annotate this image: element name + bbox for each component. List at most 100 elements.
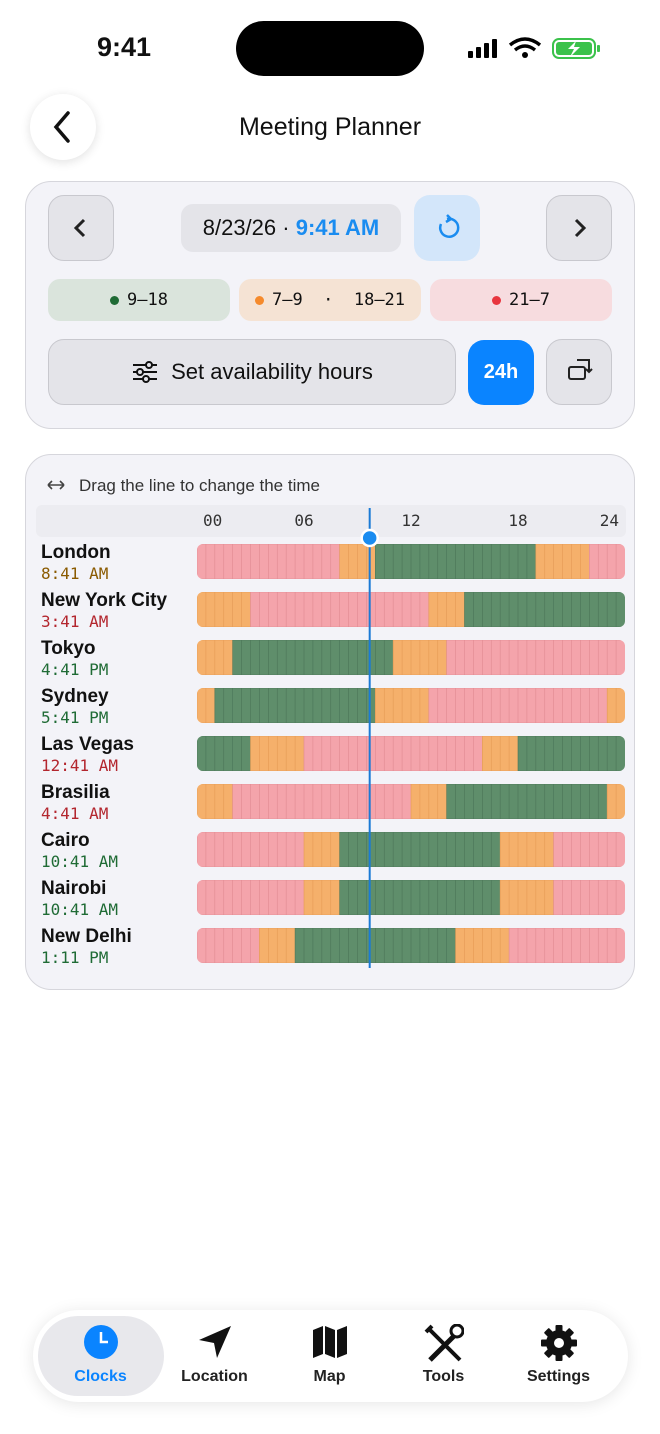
hour-cell <box>517 928 528 963</box>
hour-cell <box>330 784 341 819</box>
hour-cell <box>241 784 252 819</box>
hour-cell <box>410 832 421 867</box>
hour-cell <box>366 928 376 963</box>
hour-cell <box>357 640 368 675</box>
tab-label: Tools <box>422 1368 465 1385</box>
hour-cell <box>535 640 546 675</box>
hour-cell <box>268 784 278 819</box>
prev-icon <box>73 218 86 238</box>
hour-cell <box>330 688 341 723</box>
hour-cell <box>606 688 617 723</box>
hour-cell <box>259 640 269 675</box>
hour-cell <box>482 688 492 723</box>
hour-cell <box>223 688 234 723</box>
hour-cell <box>285 592 296 627</box>
hour-cell <box>455 880 466 915</box>
hour-cell <box>241 832 252 867</box>
city-time: 4:41 AM <box>41 804 108 823</box>
legend-dot <box>110 295 120 305</box>
hour-cell <box>276 928 287 963</box>
hour-cell <box>589 736 599 771</box>
hour-cell <box>535 880 546 915</box>
hour-cell <box>499 784 510 819</box>
hour-cell <box>562 640 573 675</box>
tab-settings[interactable]: Settings <box>501 1318 616 1396</box>
hour-cell <box>232 928 243 963</box>
hour-cell <box>553 640 564 675</box>
availability-button[interactable]: Set availability hours <box>48 339 456 405</box>
hour-cell <box>562 688 573 723</box>
reset-button[interactable] <box>414 195 480 261</box>
hour-cell <box>401 832 412 867</box>
hour-cell <box>348 544 359 579</box>
tab-map[interactable]: Map <box>272 1318 387 1396</box>
city-name: Tokyo <box>41 638 96 659</box>
legend-off: 21–7 <box>430 279 612 321</box>
hour-cell <box>580 784 590 819</box>
hour-cell <box>499 880 510 915</box>
axis-label: 06 <box>294 511 313 530</box>
hour-cell <box>303 688 314 723</box>
hour-cell <box>606 832 617 867</box>
hour-cell <box>223 928 234 963</box>
hour-cell <box>419 544 430 579</box>
hour-cell <box>455 688 466 723</box>
hour-cell <box>321 544 332 579</box>
hour-cell <box>473 640 483 675</box>
hour-cell <box>597 880 608 915</box>
hour-cell <box>437 832 448 867</box>
hour-cell <box>312 880 323 915</box>
timeline-hint: Drag the line to change the time <box>79 476 320 495</box>
hour-cell <box>392 688 403 723</box>
axis-band <box>36 505 626 537</box>
tab-tools[interactable]: Tools <box>386 1318 501 1396</box>
hour-cell <box>535 928 546 963</box>
hour-cell <box>589 928 599 963</box>
hour-cell <box>544 832 555 867</box>
hour-cell <box>597 736 608 771</box>
hour-cell <box>366 832 376 867</box>
date-time-display[interactable]: 8/23/26 · 9:41 AM <box>181 204 401 252</box>
axis-label: 12 <box>401 511 420 530</box>
legend-work: 9–18 <box>48 279 230 321</box>
hour-cell <box>348 640 359 675</box>
hour-cell <box>392 784 403 819</box>
hour-cell <box>464 784 475 819</box>
hour-bar <box>197 688 625 723</box>
hour-cell <box>268 688 278 723</box>
hour-cell <box>490 592 501 627</box>
hour-cell <box>526 784 537 819</box>
hour-cell <box>464 880 475 915</box>
hour-cell <box>197 832 207 867</box>
hour-cell <box>606 544 617 579</box>
hour-cell <box>312 640 323 675</box>
hour-cell <box>276 736 287 771</box>
city-name: London <box>41 542 111 563</box>
hour-cell <box>589 592 599 627</box>
rotate-button[interactable] <box>546 339 612 405</box>
city-time: 10:41 AM <box>41 900 118 919</box>
hour-cell <box>437 592 448 627</box>
hour-cell <box>553 544 564 579</box>
hour-cell <box>401 640 412 675</box>
hour-cell <box>276 640 287 675</box>
hour-cell <box>455 736 466 771</box>
hour-cell <box>312 928 323 963</box>
next-button[interactable] <box>546 195 612 261</box>
tab-location[interactable]: Location <box>157 1318 272 1396</box>
format-button[interactable]: 24h <box>468 340 534 405</box>
now-handle[interactable] <box>360 528 379 548</box>
hour-cell <box>259 688 269 723</box>
tab-clocks[interactable]: Clocks <box>43 1318 158 1396</box>
hour-cell <box>383 736 394 771</box>
hour-cell <box>615 736 625 771</box>
back-button[interactable] <box>30 94 96 160</box>
hour-cell <box>241 880 252 915</box>
hour-cell <box>285 784 296 819</box>
hour-cell <box>490 832 501 867</box>
hour-cell <box>232 640 243 675</box>
hour-cell <box>285 688 296 723</box>
hour-cell <box>428 688 439 723</box>
prev-button[interactable] <box>48 195 114 261</box>
city-time: 3:41 AM <box>41 612 108 631</box>
